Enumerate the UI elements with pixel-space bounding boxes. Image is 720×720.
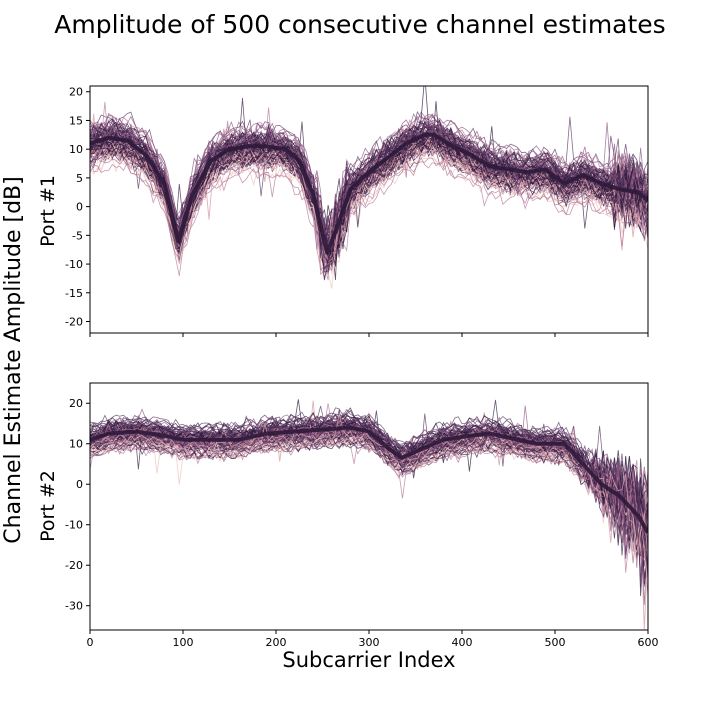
y-axis-label: Channel Estimate Amplitude [dB]: [1, 176, 26, 543]
y-tick-label: 10: [69, 438, 83, 451]
panel-port-1: -20 -15 -10 -5 0 5 10 15 20: [65, 85, 649, 337]
trace-line: [90, 405, 648, 557]
trace-line: [90, 435, 648, 589]
y-tick-label: 20: [69, 86, 83, 99]
trace-line: [90, 407, 648, 519]
panel-2-row-label: Port #2: [37, 470, 59, 542]
trace-line: [90, 415, 648, 597]
x-tick-label: 400: [452, 636, 473, 649]
x-tick-label: 200: [266, 636, 287, 649]
panel-1-traces: [90, 86, 648, 289]
trace-line: [90, 436, 648, 555]
y-tick-label: 15: [69, 114, 83, 127]
trace-line: [90, 137, 648, 263]
mean-trace-line: [90, 132, 648, 255]
trace-line: [90, 157, 648, 278]
x-tick-label: 300: [359, 636, 380, 649]
x-axis-label: Subcarrier Index: [282, 648, 455, 672]
panel-2-traces: [90, 399, 648, 630]
trace-line: [90, 413, 648, 564]
mean-trace-line: [90, 425, 648, 534]
trace-line: [90, 119, 648, 250]
chart-title: Amplitude of 500 consecutive channel est…: [54, 10, 665, 39]
trace-line: [90, 414, 648, 539]
y-tick-label: 0: [76, 201, 83, 214]
trace-line: [90, 415, 648, 561]
y-tick-label: -20: [65, 316, 83, 329]
x-tick-label: 500: [545, 636, 566, 649]
trace-line: [90, 121, 648, 248]
y-tick-label: 10: [69, 143, 83, 156]
trace-line: [90, 118, 648, 235]
panel-1-row-label: Port #1: [37, 175, 59, 247]
x-tick-label: 100: [173, 636, 194, 649]
y-tick-label: -30: [65, 600, 83, 613]
x-tick-label: 0: [87, 636, 94, 649]
y-tick-label: -10: [65, 258, 83, 271]
y-tick-label: 5: [76, 172, 83, 185]
trace-line: [90, 431, 648, 532]
y-tick-label: -15: [65, 287, 83, 300]
y-tick-label: -10: [65, 519, 83, 532]
trace-line: [90, 440, 648, 562]
y-tick-label: -5: [72, 229, 83, 242]
y-tick-label: -20: [65, 559, 83, 572]
y-tick-label: 20: [69, 397, 83, 410]
x-tick-label: 600: [638, 636, 659, 649]
y-tick-label: 0: [76, 478, 83, 491]
